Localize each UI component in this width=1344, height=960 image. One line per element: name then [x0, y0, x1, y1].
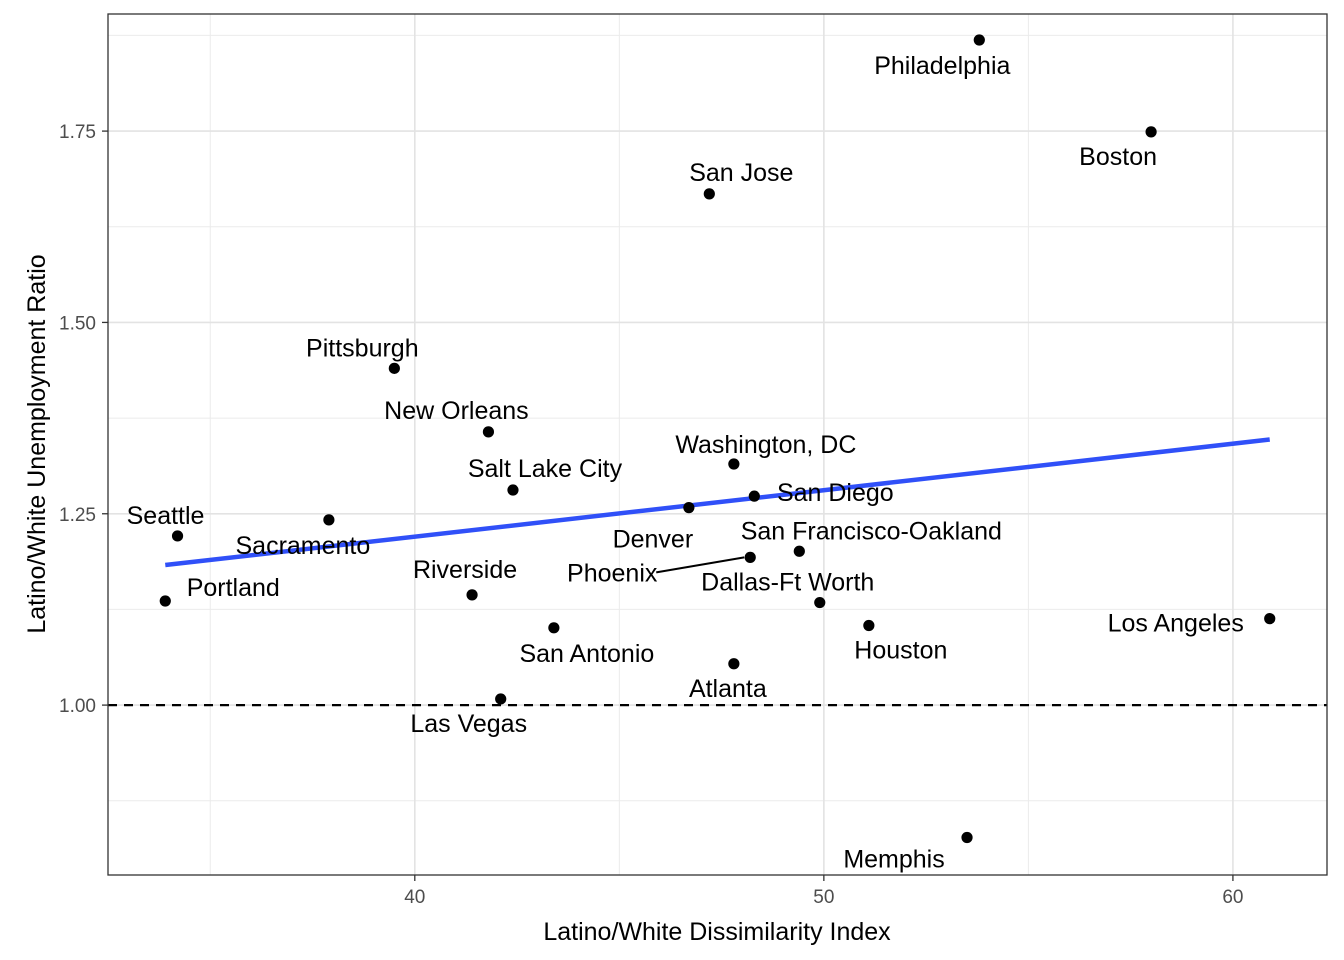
label-los-angeles: Los Angeles — [1108, 610, 1244, 638]
label-atlanta: Atlanta — [689, 675, 767, 703]
y-tick-label: 1.00 — [59, 696, 96, 717]
point-phoenix — [744, 551, 756, 563]
point-san-antonio — [548, 622, 560, 634]
label-denver: Denver — [613, 526, 694, 554]
data-points — [159, 34, 1276, 844]
label-san-antonio: San Antonio — [519, 640, 654, 668]
point-seattle — [171, 530, 184, 542]
point-san-francisco-oakland — [793, 545, 805, 557]
label-memphis: Memphis — [843, 845, 944, 873]
point-houston — [863, 619, 875, 632]
point-las-vegas — [495, 693, 507, 705]
point-philadelphia — [973, 34, 985, 46]
label-riverside: Riverside — [413, 556, 517, 584]
label-salt-lake-city: Salt Lake City — [468, 455, 623, 483]
point-denver — [683, 502, 695, 514]
trend-line — [165, 437, 1270, 568]
x-axis-ticks: 40 50 60 — [404, 875, 1243, 908]
label-houston: Houston — [854, 637, 947, 665]
label-san-jose: San Jose — [689, 159, 793, 187]
x-tick-label: 40 — [404, 887, 425, 908]
point-salt-lake-city — [507, 484, 519, 496]
x-tick-label: 60 — [1222, 887, 1243, 908]
x-tick-label: 50 — [813, 887, 834, 908]
label-las-vegas: Las Vegas — [410, 710, 527, 738]
point-washington-dc — [728, 458, 740, 470]
y-axis-ticks: 1.00 1.25 1.50 1.75 — [59, 122, 108, 717]
point-labels: Philadelphia Boston San Jose Pittsburgh New … — [127, 52, 1244, 873]
y-axis-title: Latino/White Unemployment Ratio — [23, 254, 51, 633]
point-dallas-ft-worth — [814, 596, 826, 609]
label-philadelphia: Philadelphia — [874, 52, 1010, 80]
regression-line — [165, 437, 1270, 568]
label-san-diego: San Diego — [777, 479, 894, 507]
point-riverside — [466, 589, 478, 601]
point-atlanta — [728, 658, 740, 670]
y-tick-label: 1.50 — [59, 313, 96, 334]
point-san-jose — [703, 188, 715, 200]
point-new-orleans — [482, 426, 495, 438]
label-new-orleans: New Orleans — [384, 397, 529, 425]
leader-line-phoenix — [656, 556, 745, 574]
plot-background — [108, 14, 1327, 875]
label-sacramento: Sacramento — [235, 532, 370, 560]
point-pittsburgh — [388, 362, 400, 374]
point-memphis — [961, 831, 973, 844]
label-phoenix: Phoenix — [567, 559, 658, 587]
label-pittsburgh: Pittsburgh — [306, 334, 419, 362]
label-dallas-ft-worth: Dallas-Ft Worth — [701, 569, 874, 597]
label-seattle: Seattle — [127, 502, 205, 530]
label-washington-dc: Washington, DC — [675, 431, 856, 459]
y-tick-label: 1.75 — [59, 122, 96, 143]
x-axis-title: Latino/White Dissimilarity Index — [543, 918, 891, 946]
point-los-angeles — [1264, 613, 1276, 625]
point-boston — [1145, 126, 1157, 138]
label-san-francisco-oakland: San Francisco-Oakland — [741, 517, 1002, 545]
point-san-diego — [748, 490, 760, 502]
grid-minor — [108, 14, 1327, 875]
label-portland: Portland — [187, 574, 280, 602]
y-tick-label: 1.25 — [59, 505, 96, 526]
label-leader-lines — [656, 556, 745, 574]
point-portland — [159, 595, 171, 607]
plot-border — [107, 13, 1328, 876]
label-boston: Boston — [1079, 143, 1157, 171]
point-sacramento — [323, 514, 335, 526]
